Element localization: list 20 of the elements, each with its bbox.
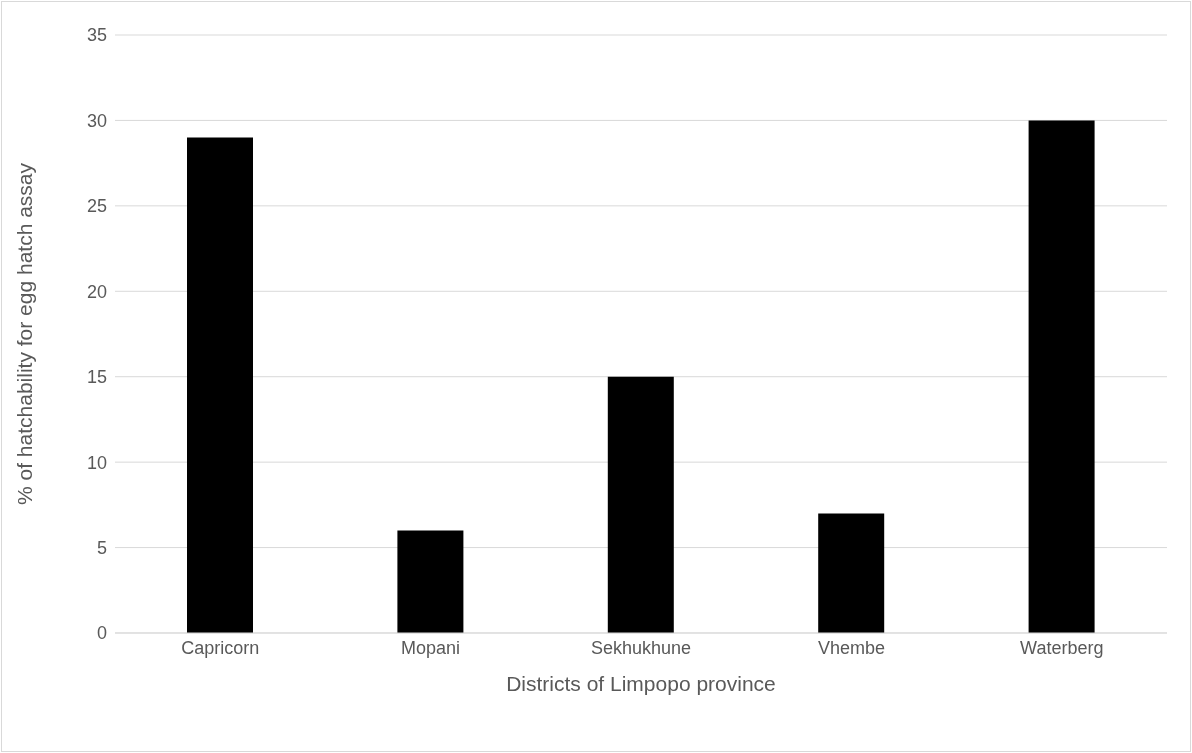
x-tick-label: Mopani (401, 637, 461, 658)
x-tick-label: Sekhukhune (590, 637, 692, 658)
y-tick-label: 5 (96, 537, 107, 558)
y-tick-label: 15 (86, 367, 107, 388)
y-tick-label: 0 (96, 623, 107, 644)
y-tick-label: 25 (86, 196, 107, 217)
y-axis-title: % of hatchability for egg hatch assay (13, 162, 37, 506)
y-tick-label: 20 (86, 281, 107, 302)
y-tick-label: 10 (86, 452, 107, 473)
x-tick-label: Waterberg (1020, 637, 1104, 658)
x-axis-title: Districts of Limpopo province (506, 672, 776, 695)
bar (187, 137, 253, 633)
bar (1028, 120, 1095, 633)
x-tick-label: Capricorn (181, 637, 260, 658)
y-tick-label: 30 (86, 110, 107, 131)
bar (397, 530, 464, 633)
bar (818, 513, 885, 633)
x-tick-label: Vhembe (817, 637, 885, 658)
y-tick-label: 35 (86, 25, 107, 46)
bar (607, 376, 674, 633)
